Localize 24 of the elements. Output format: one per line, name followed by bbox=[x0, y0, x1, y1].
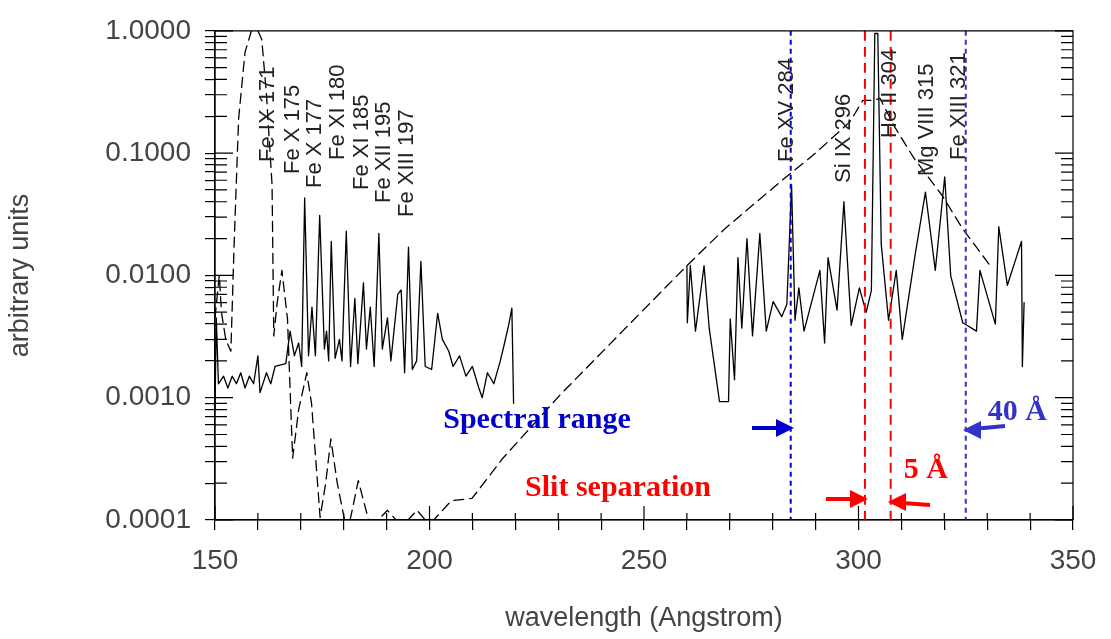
annotation: Fe XV 284 bbox=[773, 58, 799, 162]
x-tick-label: 250 bbox=[620, 543, 668, 575]
y-axis-title: arbitrary units bbox=[3, 193, 34, 358]
annotation: He II 304 bbox=[876, 48, 902, 138]
y-tick-label: 1.0000 bbox=[105, 13, 191, 45]
annotation: Fe IX 171 bbox=[254, 66, 280, 162]
annotation: 40 Å bbox=[987, 392, 1048, 426]
x-tick-label: 300 bbox=[835, 543, 882, 575]
annotation: Fe XIII 321 bbox=[945, 52, 971, 160]
annotation: Mg VIII 315 bbox=[913, 63, 939, 176]
y-tick-label: 0.0010 bbox=[105, 380, 191, 412]
annotation: Fe XIII 197 bbox=[393, 109, 419, 217]
annotation: Spectral range bbox=[443, 400, 631, 434]
x-tick-label: 150 bbox=[191, 543, 239, 575]
annotation: 5 Å bbox=[903, 450, 949, 484]
x-tick-label: 350 bbox=[1049, 543, 1097, 575]
annotation: Fe XI 180 bbox=[324, 64, 350, 160]
x-axis-title: wavelength (Angstrom) bbox=[504, 602, 783, 633]
y-tick-label: 0.0001 bbox=[105, 502, 191, 534]
x-tick-label: 200 bbox=[406, 543, 453, 575]
annotation: Slit separation bbox=[525, 468, 712, 502]
annotation: Si IX 296 bbox=[830, 93, 856, 183]
y-tick-label: 0.1000 bbox=[105, 135, 191, 167]
y-tick-label: 0.0100 bbox=[105, 258, 191, 290]
